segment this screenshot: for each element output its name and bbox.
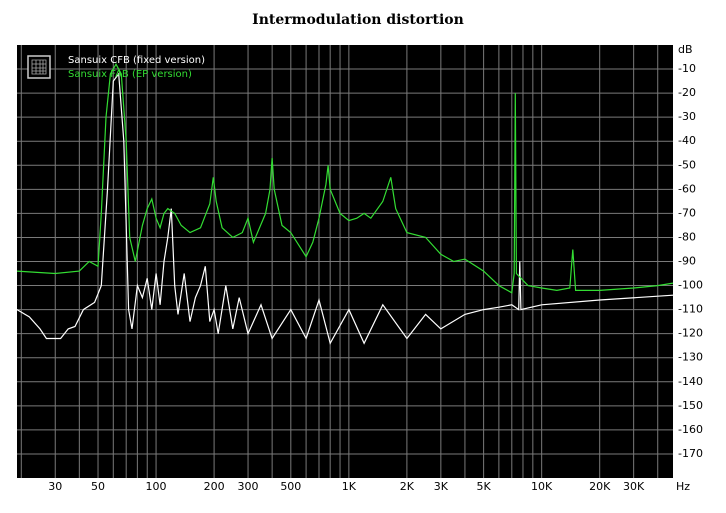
y-tick-label: -90 — [678, 255, 696, 268]
y-tick-label: -20 — [678, 86, 696, 99]
legend-label: Sansuix CFB (fixed version) — [68, 55, 205, 66]
y-tick-label: -120 — [678, 327, 703, 340]
x-unit: Hz — [676, 480, 690, 493]
x-tick-label: 20K — [589, 480, 611, 493]
y-tick-label: -80 — [678, 230, 696, 243]
y-tick-label: -50 — [678, 158, 696, 171]
y-tick-label: -140 — [678, 375, 703, 388]
y-tick-label: -170 — [678, 447, 703, 460]
x-tick-label: 30K — [623, 480, 645, 493]
series-line — [16, 62, 674, 294]
x-tick-label: 2K — [400, 480, 415, 493]
y-tick-label: -30 — [678, 110, 696, 123]
y-tick-label: -70 — [678, 206, 696, 219]
y-tick-label: -100 — [678, 279, 703, 292]
y-tick-label: -160 — [678, 423, 703, 436]
y-tick-label: -10 — [678, 62, 696, 75]
x-tick-label: 10K — [531, 480, 553, 493]
y-tick-label: -40 — [678, 134, 696, 147]
legend-icon — [27, 55, 51, 79]
chart-title: Intermodulation distortion — [252, 12, 464, 28]
x-tick-label: 3K — [434, 480, 449, 493]
legend-label: Sansuix FAB (EP version) — [68, 69, 192, 80]
x-tick-label: 100 — [146, 480, 167, 493]
x-tick-label: 200 — [204, 480, 225, 493]
y-tick-label: -150 — [678, 399, 703, 412]
x-tick-label: 1K — [342, 480, 357, 493]
x-tick-label: 300 — [238, 480, 259, 493]
x-tick-label: 5K — [477, 480, 492, 493]
x-tick-label: 50 — [91, 480, 105, 493]
y-tick-label: -60 — [678, 182, 696, 195]
x-tick-label: 500 — [280, 480, 301, 493]
y-tick-label: -130 — [678, 351, 703, 364]
series-line — [16, 72, 674, 345]
x-tick-label: 30 — [48, 480, 62, 493]
y-tick-label: -110 — [678, 303, 703, 316]
y-unit: dB — [678, 43, 693, 56]
